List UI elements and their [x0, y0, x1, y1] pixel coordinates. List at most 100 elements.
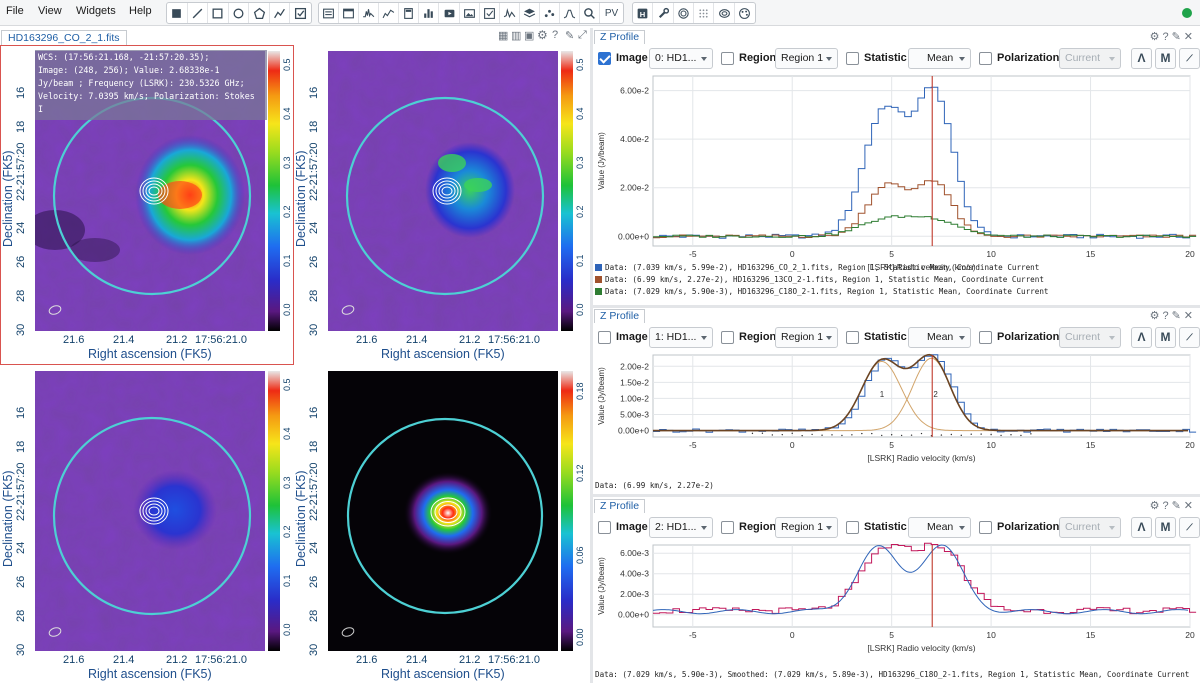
help-icon[interactable]: ? — [1162, 310, 1172, 322]
palette-icon[interactable] — [735, 3, 755, 23]
maximize-icon[interactable]: ⤢ — [578, 29, 587, 41]
grid-icon[interactable]: ▦ — [498, 30, 509, 42]
wrench-icon[interactable] — [653, 3, 674, 23]
fit-icon[interactable] — [560, 3, 581, 23]
region-checkbox[interactable] — [721, 521, 734, 534]
help-icon[interactable]: ? — [1162, 31, 1172, 43]
ra-tick-label: 21.6 — [356, 334, 378, 346]
dots-icon[interactable] — [694, 3, 715, 23]
image-select[interactable]: 2: HD1... — [649, 517, 713, 538]
pv-button[interactable]: PV — [604, 7, 619, 19]
statistic-select[interactable]: Mean — [908, 517, 971, 538]
fold-icon[interactable]: ▥ — [511, 30, 522, 42]
video-icon[interactable] — [439, 3, 460, 23]
line-icon[interactable] — [188, 3, 209, 23]
ring-icon[interactable] — [674, 3, 695, 23]
polarization-checkbox[interactable] — [979, 521, 992, 534]
search-icon[interactable] — [580, 3, 601, 23]
image-select-value: 0: HD1... — [655, 52, 697, 64]
pin-icon[interactable]: ✎ — [565, 30, 575, 42]
statistic-checkbox[interactable] — [846, 521, 859, 534]
region-checkbox[interactable] — [721, 331, 734, 344]
statistic-select[interactable]: Mean — [908, 48, 971, 69]
pin-icon[interactable]: ✎ — [1171, 500, 1184, 512]
gear-icon[interactable]: ⚙ — [1149, 31, 1163, 43]
checklist-icon[interactable] — [480, 3, 500, 23]
profile-icon[interactable] — [500, 3, 520, 23]
image-checkbox[interactable] — [598, 331, 611, 344]
vertical-splitter[interactable] — [590, 28, 593, 683]
horizontal-splitter-1[interactable] — [593, 305, 1200, 308]
dec-axis-title: Declination (FK5) — [1, 150, 15, 247]
help-icon[interactable]: ? — [1162, 500, 1172, 512]
checkbox-icon[interactable] — [290, 3, 311, 23]
profile-tab[interactable]: Z Profile — [594, 499, 646, 513]
dec-tick-label: 24 — [15, 542, 27, 555]
list-icon[interactable] — [319, 3, 340, 23]
horizontal-splitter-2[interactable] — [593, 494, 1200, 497]
help-icon[interactable]: ? — [552, 29, 559, 41]
smoothing-button[interactable]: Λ — [1131, 517, 1152, 538]
gear-icon[interactable]: ⚙ — [1149, 500, 1163, 512]
polygon-icon[interactable] — [249, 3, 270, 23]
smoothing-button[interactable]: Λ — [1131, 48, 1152, 69]
menu-file[interactable]: File — [6, 5, 24, 17]
pin-icon[interactable]: ✎ — [1171, 31, 1184, 43]
image-panel-c18o[interactable] — [35, 371, 280, 651]
image-panel-13co[interactable] — [328, 51, 573, 331]
moments-button[interactable]: M — [1155, 48, 1176, 69]
dock-icon[interactable]: ▣ — [524, 30, 535, 42]
profile-tab[interactable]: Z Profile — [594, 30, 646, 44]
region-select[interactable]: Region 1 — [775, 517, 838, 538]
pin-icon[interactable]: ✎ — [1171, 310, 1184, 322]
statistic-checkbox[interactable] — [846, 52, 859, 65]
x-tick-label: 10 — [986, 630, 996, 640]
menu-help[interactable]: Help — [129, 5, 152, 17]
profile-plot[interactable]: -5 0 5 10 15 20 6.00e-2 4.00e-2 2.00e-2 0.00e+0 [L… — [593, 30, 1200, 276]
scatter-icon[interactable] — [540, 3, 560, 23]
layers-icon[interactable] — [520, 3, 540, 23]
profile-plot[interactable]: -5 0 5 10 15 20 6.00e-3 4.00e-3 2.00e-3 0.00e+0 [L… — [593, 499, 1200, 657]
menu-widgets[interactable]: Widgets — [76, 5, 116, 17]
square-icon[interactable] — [208, 3, 229, 23]
gear-icon[interactable]: ⚙ — [1149, 310, 1163, 322]
statistic-checkbox[interactable] — [846, 331, 859, 344]
image-checkbox[interactable] — [598, 521, 611, 534]
image-viewer-tab[interactable]: HD163296_CO_2_1.fits — [1, 30, 127, 45]
ellipse-icon[interactable] — [229, 3, 250, 23]
chevron-down-icon — [959, 336, 965, 340]
window-icon[interactable] — [339, 3, 360, 23]
stats-icon[interactable] — [379, 3, 400, 23]
image-select[interactable]: 1: HD1... — [649, 327, 713, 348]
close-icon[interactable]: ✕ — [1183, 500, 1196, 512]
spectrum-icon[interactable] — [359, 3, 380, 23]
contour-icon[interactable] — [714, 3, 735, 23]
image-panel-continuum[interactable] — [328, 371, 573, 651]
calculator-icon[interactable] — [399, 3, 420, 23]
moments-button[interactable]: M — [1155, 327, 1176, 348]
profile-plot[interactable]: -5 0 5 10 15 20 2.00e-2 1.50e-2 1.00e-2 5.00e-3 0.… — [593, 309, 1200, 467]
profile-tab[interactable]: Z Profile — [594, 309, 646, 323]
close-icon[interactable]: ✕ — [1183, 310, 1196, 322]
image-viewer[interactable]: WCS: (17:56:21.168, -21:57:20.35); Image… — [0, 45, 590, 683]
histogram-icon[interactable] — [419, 3, 440, 23]
polarization-checkbox[interactable] — [979, 52, 992, 65]
profile-status-text: Data: (6.99 km/s, 2.27e-2) — [595, 481, 714, 490]
smoothing-button[interactable]: Λ — [1131, 327, 1152, 348]
image-checkbox[interactable] — [598, 52, 611, 65]
close-icon[interactable]: ✕ — [1183, 31, 1196, 43]
region-select[interactable]: Region 1 — [775, 327, 838, 348]
moments-button[interactable]: M — [1155, 517, 1176, 538]
h-icon[interactable]: H — [633, 3, 654, 23]
region-select[interactable]: Region 1 — [775, 48, 838, 69]
polarization-checkbox[interactable] — [979, 331, 992, 344]
image-icon[interactable] — [460, 3, 480, 23]
gear-icon[interactable]: ⚙ — [537, 28, 548, 42]
region-checkbox[interactable] — [721, 52, 734, 65]
rectangle-icon[interactable] — [167, 3, 188, 23]
y-tick-label: 5.00e-3 — [620, 409, 649, 419]
image-select[interactable]: 0: HD1... — [649, 48, 713, 69]
menu-view[interactable]: View — [38, 5, 62, 17]
polyline-icon[interactable] — [270, 3, 291, 23]
statistic-select[interactable]: Mean — [908, 327, 971, 348]
